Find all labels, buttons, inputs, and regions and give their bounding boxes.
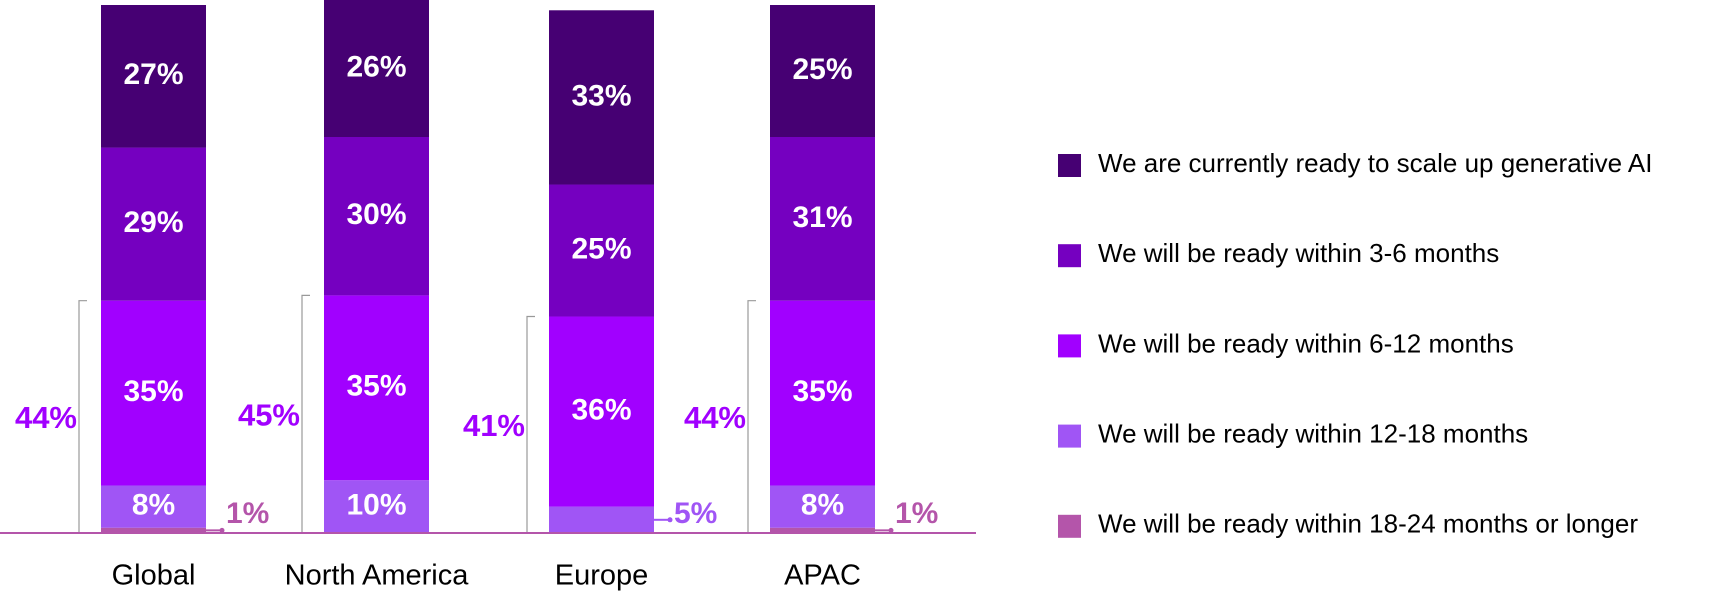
- bracket-label: 44%: [684, 400, 746, 435]
- bar-segment: [770, 485, 875, 528]
- bar-segment: [324, 295, 429, 481]
- value-label: 29%: [123, 206, 183, 239]
- value-label: 25%: [792, 53, 852, 86]
- bracket: [78, 300, 87, 534]
- label-dot: [888, 527, 894, 533]
- bar-segment: [101, 485, 206, 528]
- x-tick-label: APAC: [784, 560, 861, 592]
- bar-segment: [101, 147, 206, 301]
- bar-segment: [770, 5, 875, 137]
- value-label: 30%: [346, 198, 406, 231]
- legend-swatch: [1058, 154, 1081, 177]
- bar-segment: [770, 527, 875, 533]
- bar-segment: [324, 0, 429, 137]
- bar-segment: [101, 5, 206, 148]
- bracket: [526, 315, 535, 534]
- bar-segment: [324, 480, 429, 533]
- bar-segment: [324, 137, 429, 296]
- value-label: 8%: [801, 489, 844, 522]
- value-label: 1%: [226, 497, 269, 530]
- bracket: [747, 300, 756, 534]
- legend-swatch: [1058, 424, 1081, 448]
- bar-segment: [101, 300, 206, 486]
- legend-swatch: [1058, 244, 1081, 268]
- label-dot: [667, 517, 673, 523]
- legend-label: We are currently ready to scale up gener…: [1098, 148, 1652, 178]
- value-label: 35%: [792, 375, 852, 408]
- bracket-label: 41%: [463, 408, 525, 443]
- value-label: 5%: [674, 497, 717, 530]
- legend-swatch: [1058, 514, 1081, 538]
- value-label: 8%: [132, 489, 175, 522]
- bracket-label: 45%: [238, 397, 300, 432]
- value-label: 26%: [346, 50, 406, 83]
- bar-segment: [549, 184, 654, 317]
- value-label: 25%: [571, 232, 631, 265]
- legend-swatch: [1058, 334, 1081, 358]
- legend-label: We will be ready within 3-6 months: [1098, 238, 1499, 268]
- value-label: 27%: [123, 58, 183, 91]
- bar-segment: [549, 506, 654, 533]
- bar-segment: [549, 316, 654, 507]
- value-label: 1%: [895, 497, 938, 530]
- value-label: 33%: [571, 79, 631, 112]
- value-label: 31%: [792, 201, 852, 234]
- bracket: [301, 294, 310, 534]
- value-label: 10%: [346, 489, 406, 522]
- bar-segment: [770, 300, 875, 486]
- legend-label: We will be ready within 12-18 months: [1098, 418, 1528, 448]
- legend-label: We will be ready within 18-24 months or …: [1098, 509, 1638, 539]
- value-label: 35%: [346, 370, 406, 403]
- x-tick-label: Global: [112, 560, 196, 592]
- value-label: 36%: [571, 393, 631, 426]
- label-dot: [219, 527, 225, 533]
- legend-label: We will be ready within 6-12 months: [1098, 328, 1514, 358]
- bracket-label: 44%: [15, 400, 77, 435]
- value-label: 35%: [123, 375, 183, 408]
- bar-segment: [770, 137, 875, 301]
- x-tick-label: Europe: [555, 560, 649, 592]
- bar-segment: [549, 10, 654, 185]
- bar-segment: [101, 527, 206, 533]
- x-tick-label: North America: [285, 560, 470, 592]
